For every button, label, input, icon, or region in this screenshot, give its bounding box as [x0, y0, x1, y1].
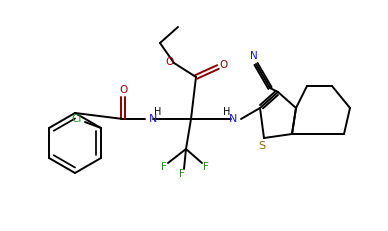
Text: Cl: Cl — [72, 114, 82, 124]
Text: N: N — [229, 114, 237, 124]
Text: N: N — [250, 51, 258, 61]
Text: F: F — [203, 162, 209, 172]
Text: H: H — [223, 107, 231, 117]
Text: F: F — [179, 169, 185, 179]
Text: H: H — [154, 107, 162, 117]
Text: F: F — [161, 162, 167, 172]
Text: O: O — [165, 57, 173, 67]
Text: N: N — [149, 114, 157, 124]
Text: O: O — [220, 60, 228, 70]
Text: O: O — [119, 85, 127, 95]
Text: S: S — [258, 141, 265, 151]
